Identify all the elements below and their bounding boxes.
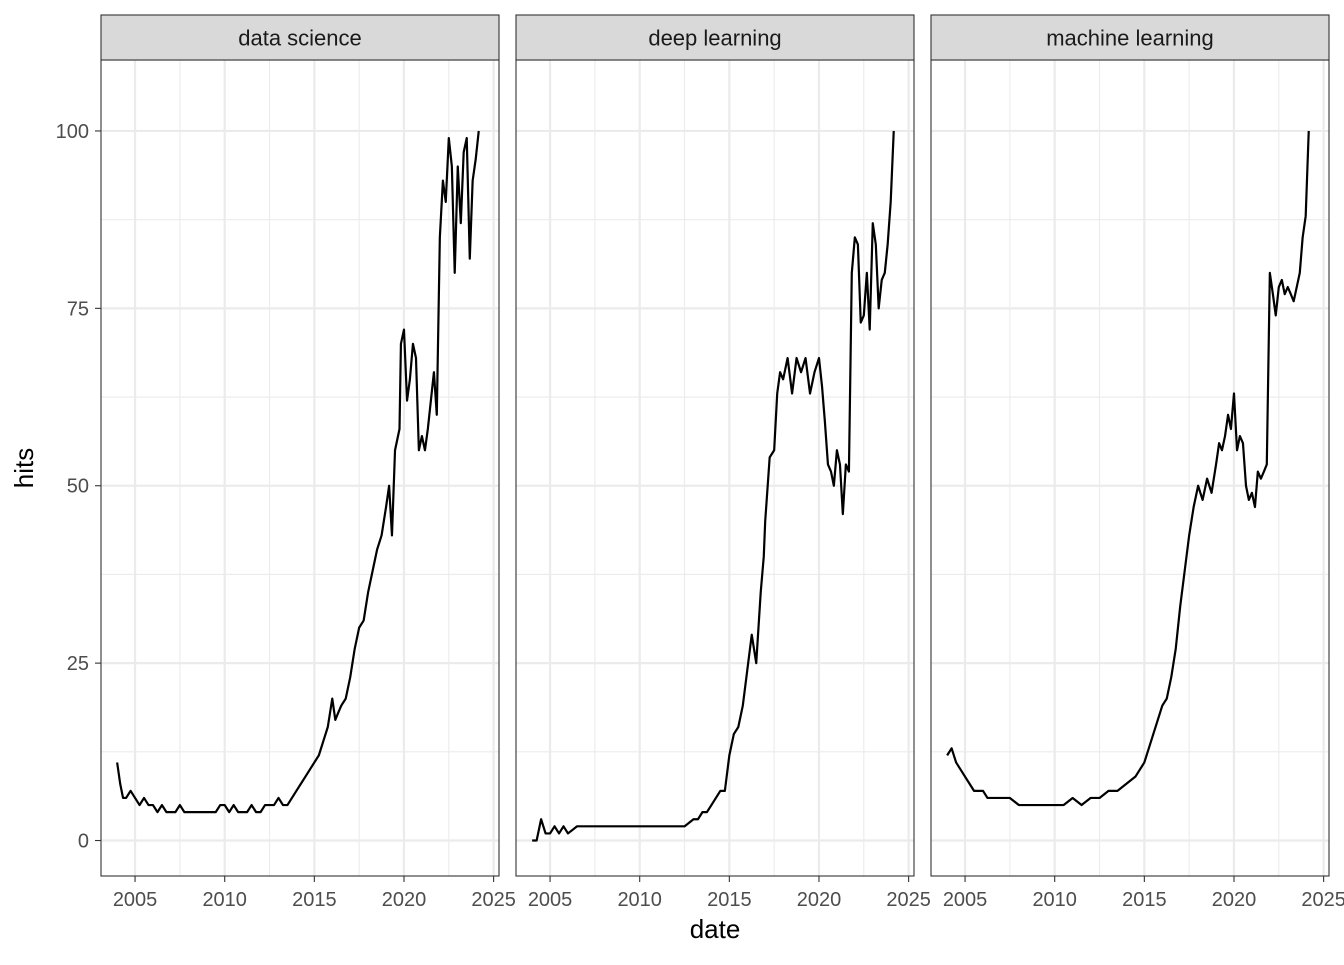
facet-strip [515,14,915,61]
panel-background [101,60,499,876]
panel-background [516,60,914,876]
x-tick-label: 2025 [1301,889,1344,911]
series-line-deep-learning [532,130,895,842]
x-tick-label: 2010 [617,889,662,911]
x-tick-label: 2005 [528,889,573,911]
x-tick-label: 2015 [292,889,337,911]
facet-strip-label: machine learning [1046,26,1214,51]
series-line-data-science [116,130,480,814]
x-tick-label: 2010 [202,889,247,911]
x-tick-label: 2015 [707,889,752,911]
facet-panel-0: data science 2005 2010 2015 2020 2025 [100,14,516,911]
facet-strip-label: data science [238,26,362,51]
facet-panel-2: machine learning 2005 2010 2015 2020 2025 [930,14,1344,911]
facet-strip [100,14,500,61]
y-tick-label: 25 [67,653,89,675]
facet-strip [930,14,1330,61]
x-tick-label: 2025 [886,889,931,911]
x-tick-label: 2020 [1212,889,1257,911]
y-tick-label: 75 [67,298,89,320]
x-tick-label: 2025 [471,889,516,911]
x-axis-title: date [690,914,741,944]
y-axis-title: hits [9,448,39,488]
panel-background [931,60,1329,876]
x-tick-label: 2020 [797,889,842,911]
y-tick-label: 100 [56,121,89,143]
x-tick-label: 2020 [382,889,427,911]
y-tick-label: 0 [78,831,89,853]
facet-strip-label: deep learning [648,26,781,51]
series-line-machine-learning [946,130,1310,807]
x-tick-label: 2005 [113,889,158,911]
facet-panel-1: deep learning 2005 2010 2015 2020 2025 [515,14,931,911]
x-tick-label: 2015 [1122,889,1167,911]
x-tick-label: 2005 [943,889,988,911]
y-tick-label: 50 [67,476,89,498]
x-tick-label: 2010 [1032,889,1077,911]
